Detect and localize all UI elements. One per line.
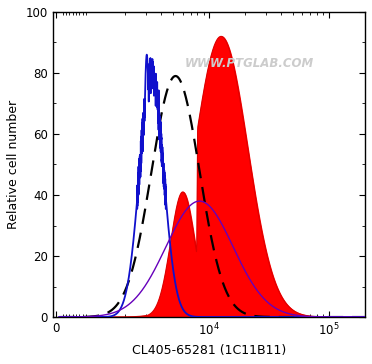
Text: WWW.PTGLAB.COM: WWW.PTGLAB.COM [185,57,314,70]
Y-axis label: Relative cell number: Relative cell number [7,100,20,229]
X-axis label: CL405-65281 (1C11B11): CL405-65281 (1C11B11) [132,344,286,357]
